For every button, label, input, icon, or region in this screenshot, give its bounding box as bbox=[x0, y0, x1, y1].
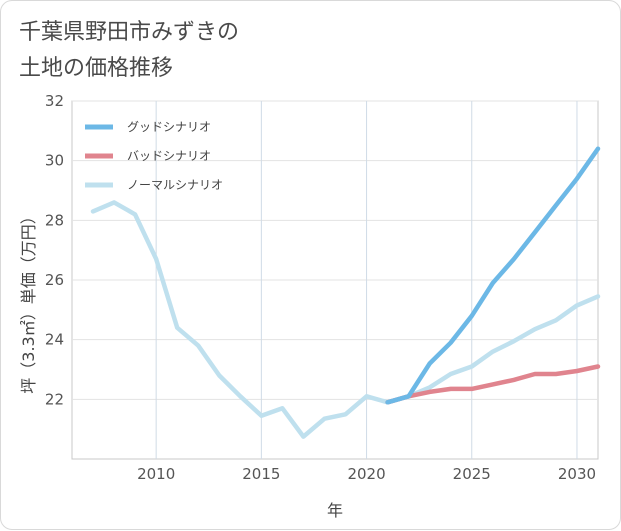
x-tick-label: 2030 bbox=[558, 465, 596, 483]
chart-title: 千葉県野田市みずきの 土地の価格推移 bbox=[19, 15, 239, 87]
x-axis-title: 年 bbox=[327, 501, 343, 520]
series-line-1 bbox=[385, 146, 601, 405]
y-tick-labels: 22 24 26 28 30 32 bbox=[45, 92, 64, 408]
y-axis-title: 坪（3.3㎡）単価（万円） bbox=[19, 208, 38, 393]
y-tick-label: 22 bbox=[45, 390, 64, 408]
x-tick-label: 2015 bbox=[242, 465, 280, 483]
x-tick-label: 2025 bbox=[453, 465, 491, 483]
series-line-3 bbox=[90, 200, 601, 439]
grid-lines bbox=[72, 100, 598, 459]
x-tick-labels: 2010 2015 2020 2025 2030 bbox=[137, 465, 596, 483]
series-line-2 bbox=[385, 364, 601, 405]
legend-label: グッドシナリオ bbox=[127, 120, 211, 134]
y-tick-label: 30 bbox=[45, 152, 64, 170]
y-tick-label: 24 bbox=[45, 331, 64, 349]
x-tick-label: 2010 bbox=[137, 465, 175, 483]
legend-label: バッドシナリオ bbox=[127, 149, 211, 163]
legend-label: ノーマルシナリオ bbox=[127, 178, 223, 192]
y-tick-label: 28 bbox=[45, 211, 64, 229]
chart-title-line-1: 千葉県野田市みずきの bbox=[19, 20, 240, 45]
chart-title-line-2: 土地の価格推移 bbox=[19, 56, 174, 81]
series-lines bbox=[90, 146, 601, 439]
y-tick-label: 26 bbox=[45, 271, 64, 289]
y-tick-label: 32 bbox=[45, 92, 64, 110]
x-tick-label: 2020 bbox=[347, 465, 385, 483]
